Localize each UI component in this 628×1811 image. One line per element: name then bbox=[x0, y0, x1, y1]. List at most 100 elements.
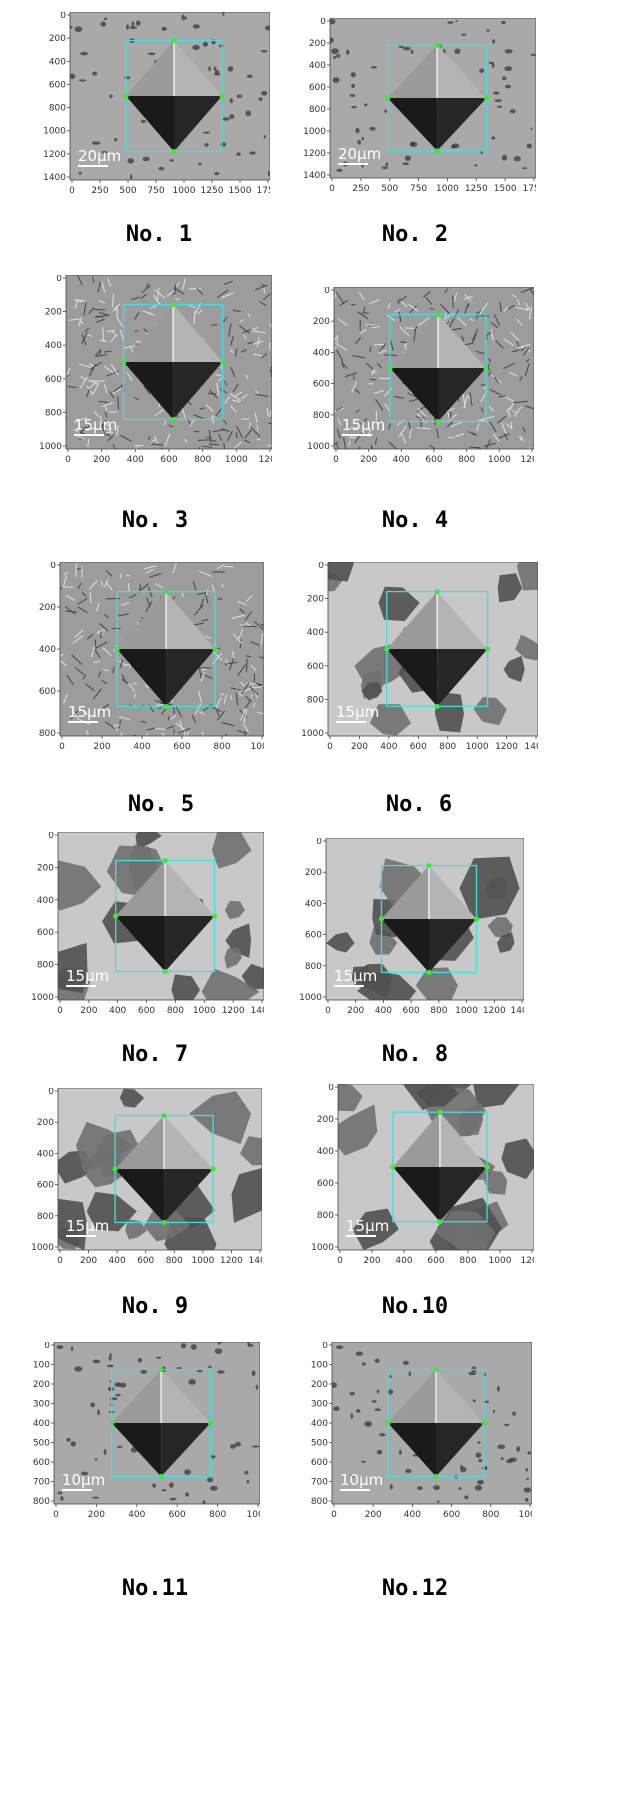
vertex-marker bbox=[434, 588, 440, 595]
x-tick-label: 0 bbox=[329, 184, 335, 194]
x-tick-label: 800 bbox=[439, 742, 456, 752]
y-tick-label: 800 bbox=[307, 695, 324, 705]
vertex-marker bbox=[387, 365, 393, 371]
y-tick-label: 300 bbox=[33, 1400, 50, 1410]
vertex-marker bbox=[121, 359, 127, 365]
x-tick-label: 200 bbox=[88, 1510, 105, 1520]
vertex-marker bbox=[378, 916, 385, 922]
caption-11: No.11 bbox=[121, 1576, 189, 1601]
y-tick-label: 0 bbox=[324, 287, 330, 296]
vertex-marker bbox=[384, 646, 390, 652]
caption-1: No. 1 bbox=[125, 222, 193, 247]
y-tick-label: 800 bbox=[33, 1497, 50, 1507]
vertex-marker bbox=[483, 95, 490, 101]
y-tick-label: 200 bbox=[37, 863, 54, 873]
vertex-marker bbox=[112, 1166, 118, 1172]
x-tick-label: 800 bbox=[459, 1256, 476, 1266]
panel-5: 15μm 0 200 400 600 800 1000 0 200 400 600 800 bbox=[34, 562, 264, 752]
x-tick-label: 200 bbox=[363, 1256, 380, 1266]
panel-4: 15μm 0 200 400 600 800 1000 1200 0 200 400 600 800 10… bbox=[308, 287, 534, 465]
y-tick-label: 0 bbox=[44, 1342, 50, 1351]
vertex-marker bbox=[433, 1473, 439, 1480]
vertex-marker bbox=[109, 1420, 115, 1426]
micrograph-1: 20μm 0 250 500 750 1000 1250 1500 1750 0 200 400 600… bbox=[44, 12, 270, 196]
x-tick-label: 1200 bbox=[483, 1006, 506, 1016]
x-tick-label: 0 bbox=[331, 1510, 337, 1520]
x-tick-label: 400 bbox=[109, 1006, 126, 1016]
vertex-marker bbox=[385, 95, 391, 101]
x-tick-label: 0 bbox=[327, 742, 333, 752]
micrograph-4: 15μm 0 200 400 600 800 1000 1200 0 200 400 600 800 10… bbox=[308, 287, 534, 465]
x-tick-label: 600 bbox=[425, 455, 442, 465]
x-tick-label: 600 bbox=[173, 742, 190, 752]
y-tick-label: 1200 bbox=[44, 150, 66, 160]
caption-4: No. 4 bbox=[381, 508, 449, 533]
y-tick-label: 1000 bbox=[44, 127, 66, 137]
vertex-marker bbox=[170, 416, 176, 423]
panel-12: 10μm 0 200 400 600 800 1000 0 100 200 300 400 500 600… bbox=[306, 1342, 532, 1520]
vertex-marker bbox=[219, 359, 226, 365]
y-tick-label: 600 bbox=[33, 1458, 50, 1468]
y-tick-label: 600 bbox=[39, 687, 56, 697]
vertex-marker bbox=[210, 1166, 216, 1172]
x-tick-label: 800 bbox=[482, 1510, 499, 1520]
x-tick-label: 1750 bbox=[257, 186, 270, 196]
x-tick-label: 800 bbox=[430, 1006, 447, 1016]
x-tick-label: 1000 bbox=[251, 742, 264, 752]
y-tick-label: 400 bbox=[39, 645, 56, 655]
x-tick-label: 200 bbox=[365, 1510, 382, 1520]
y-tick-label: 200 bbox=[309, 39, 326, 49]
vertex-marker bbox=[162, 968, 168, 975]
x-tick-label: 400 bbox=[128, 1510, 145, 1520]
x-tick-label: 200 bbox=[80, 1256, 97, 1266]
y-tick-label: 400 bbox=[307, 628, 324, 638]
x-tick-label: 200 bbox=[347, 1006, 364, 1016]
y-tick-label: 200 bbox=[317, 1115, 334, 1125]
y-tick-label: 1000 bbox=[302, 729, 324, 739]
x-tick-label: 1400 bbox=[249, 1256, 262, 1266]
y-tick-label: 200 bbox=[311, 1380, 328, 1390]
micrograph-image bbox=[58, 832, 264, 1000]
x-tick-label: 500 bbox=[381, 184, 398, 194]
y-tick-label: 600 bbox=[49, 80, 66, 90]
x-tick-label: 400 bbox=[133, 742, 150, 752]
x-tick-label: 200 bbox=[93, 742, 110, 752]
y-tick-label: 800 bbox=[37, 961, 54, 971]
x-tick-label: 1000 bbox=[191, 1256, 214, 1266]
x-tick-label: 0 bbox=[69, 186, 75, 196]
y-tick-label: 400 bbox=[313, 348, 330, 358]
y-tick-label: 400 bbox=[49, 57, 66, 67]
vertex-marker bbox=[219, 93, 225, 99]
x-tick-label: 1000 bbox=[519, 1510, 532, 1520]
x-tick-label: 500 bbox=[119, 186, 136, 196]
vertex-marker bbox=[113, 913, 119, 919]
vertex-marker bbox=[161, 1219, 167, 1226]
caption-2: No. 2 bbox=[381, 222, 449, 247]
vertex-marker bbox=[163, 588, 169, 595]
y-tick-label: 0 bbox=[48, 832, 54, 841]
x-tick-label: 600 bbox=[169, 1510, 186, 1520]
x-tick-label: 400 bbox=[380, 742, 397, 752]
vertex-marker bbox=[385, 1420, 391, 1426]
panel-1: 20μm 0 250 500 750 1000 1250 1500 1750 0 200 400 600… bbox=[44, 12, 270, 196]
x-tick-label: 1500 bbox=[229, 186, 252, 196]
caption-7: No. 7 bbox=[121, 1042, 189, 1067]
y-tick-label: 1200 bbox=[304, 149, 326, 159]
y-tick-label: 800 bbox=[37, 1212, 54, 1222]
x-tick-label: 1000 bbox=[436, 184, 459, 194]
y-tick-label: 800 bbox=[313, 411, 330, 421]
micrograph-11: 10μm 0 200 400 600 800 1000 0 100 200 300 400 500 600… bbox=[33, 1342, 260, 1520]
y-tick-label: 400 bbox=[305, 899, 322, 909]
x-tick-label: 400 bbox=[109, 1256, 126, 1266]
x-tick-label: 750 bbox=[147, 186, 164, 196]
vertex-marker bbox=[435, 311, 441, 318]
x-tick-label: 1200 bbox=[521, 455, 534, 465]
caption-12: No.12 bbox=[381, 1576, 449, 1601]
panel-6: 15μm 0 200 400 600 800 1000 1200 1400 0 200 400 600 8… bbox=[302, 562, 538, 752]
y-tick-label: 600 bbox=[311, 1458, 328, 1468]
x-tick-label: 250 bbox=[352, 184, 369, 194]
caption-10: No.10 bbox=[381, 1294, 449, 1319]
x-tick-label: 1750 bbox=[523, 184, 536, 194]
x-tick-label: 0 bbox=[337, 1256, 343, 1266]
y-tick-label: 700 bbox=[311, 1478, 328, 1488]
